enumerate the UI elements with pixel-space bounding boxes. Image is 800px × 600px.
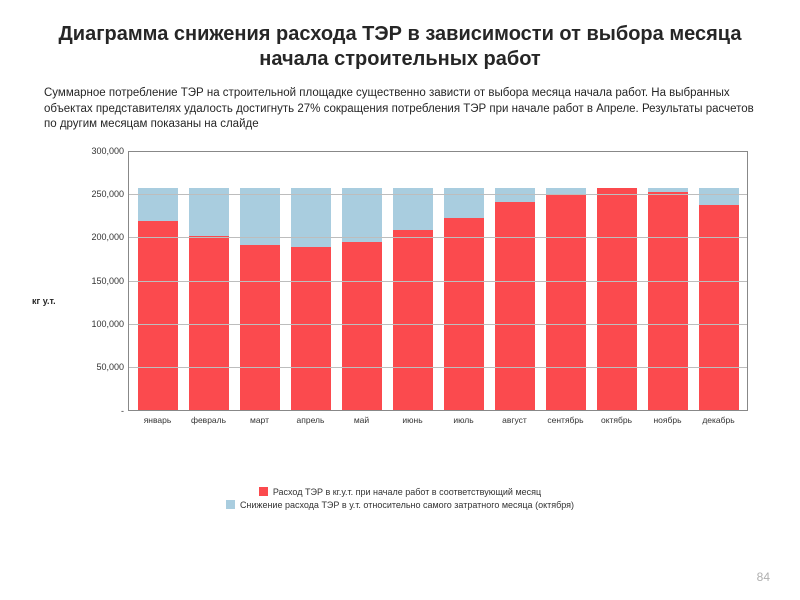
bar-segment-consumption bbox=[291, 247, 331, 409]
bar-segment-consumption bbox=[597, 188, 637, 410]
bar-segment-consumption bbox=[546, 194, 586, 410]
legend-label-blue: Снижение расхода ТЭР в у.т. относительно… bbox=[240, 500, 574, 510]
bar-segment-reduction bbox=[189, 188, 229, 237]
bar-segment-consumption bbox=[495, 202, 535, 409]
x-tick-label: май bbox=[342, 415, 382, 425]
x-tick-label: декабрь bbox=[699, 415, 739, 425]
x-tick-label: февраль bbox=[189, 415, 229, 425]
bar-segment-reduction bbox=[444, 188, 484, 218]
y-tick-label: 300,000 bbox=[68, 146, 124, 156]
grid-line bbox=[128, 324, 748, 325]
plot-area bbox=[128, 151, 748, 411]
bar-segment-consumption bbox=[393, 230, 433, 409]
y-tick-label: 150,000 bbox=[68, 276, 124, 286]
bar-segment-consumption bbox=[444, 218, 484, 410]
grid-line bbox=[128, 367, 748, 368]
bar-segment-consumption bbox=[648, 192, 688, 410]
legend-swatch-blue bbox=[226, 500, 235, 509]
bar-segment-reduction bbox=[495, 188, 535, 203]
bar-segment-reduction bbox=[699, 188, 739, 205]
x-tick-label: август bbox=[495, 415, 535, 425]
chart-container: кг у.т. -50,000100,000150,000200,000250,… bbox=[40, 151, 760, 451]
bar-segment-consumption bbox=[699, 205, 739, 410]
x-labels: январь февраль март апрель май июнь июль август… bbox=[128, 415, 748, 425]
legend: Расход ТЭР в кг.у.т. при начале работ в … bbox=[0, 487, 800, 510]
x-tick-label: октябрь bbox=[597, 415, 637, 425]
x-tick-label: январь bbox=[138, 415, 178, 425]
bar-segment-consumption bbox=[342, 242, 382, 409]
x-tick-label: ноябрь bbox=[648, 415, 688, 425]
slide-subtitle: Суммарное потребление ТЭР на строительно… bbox=[0, 82, 800, 145]
x-tick-label: апрель bbox=[291, 415, 331, 425]
bar-segment-reduction bbox=[138, 188, 178, 222]
x-tick-label: июль bbox=[444, 415, 484, 425]
x-tick-label: июнь bbox=[393, 415, 433, 425]
bar-segment-reduction bbox=[342, 188, 382, 243]
page-number: 84 bbox=[757, 570, 770, 584]
y-tick-label: 50,000 bbox=[68, 362, 124, 372]
legend-item-red: Расход ТЭР в кг.у.т. при начале работ в … bbox=[259, 487, 541, 497]
x-tick-label: март bbox=[240, 415, 280, 425]
grid-line bbox=[128, 281, 748, 282]
x-tick-label: сентябрь bbox=[546, 415, 586, 425]
grid-line bbox=[128, 237, 748, 238]
y-tick-label: - bbox=[68, 406, 124, 416]
legend-swatch-red bbox=[259, 487, 268, 496]
y-tick-label: 250,000 bbox=[68, 189, 124, 199]
y-tick-label: 100,000 bbox=[68, 319, 124, 329]
bar-segment-consumption bbox=[240, 245, 280, 410]
bar-segment-consumption bbox=[138, 221, 178, 409]
bar-segment-reduction bbox=[291, 188, 331, 248]
slide-title: Диаграмма снижения расхода ТЭР в зависим… bbox=[0, 0, 800, 82]
grid-line bbox=[128, 194, 748, 195]
grid-line bbox=[128, 151, 748, 152]
legend-label-red: Расход ТЭР в кг.у.т. при начале работ в … bbox=[273, 487, 541, 497]
y-tick-label: 200,000 bbox=[68, 232, 124, 242]
bar-segment-consumption bbox=[189, 236, 229, 409]
legend-item-blue: Снижение расхода ТЭР в у.т. относительно… bbox=[226, 500, 574, 510]
y-axis-label: кг у.т. bbox=[32, 296, 56, 306]
